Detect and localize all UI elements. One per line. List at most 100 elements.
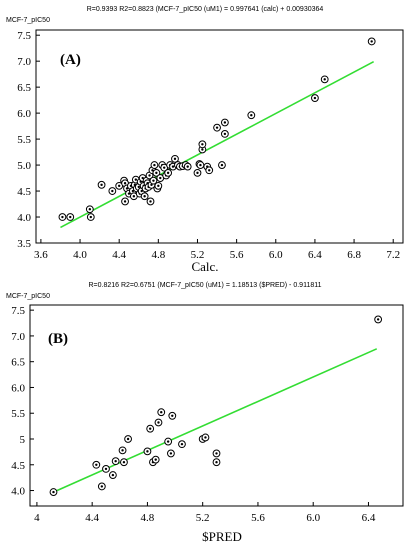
chart-b-data-point — [143, 447, 152, 456]
chart-a-point-dot — [220, 163, 224, 167]
chart-b-data-point — [168, 411, 177, 420]
chart-a-data-point — [196, 161, 205, 169]
chart-a-data-point — [198, 140, 207, 149]
chart-a-data-point — [220, 130, 229, 138]
chart-a-data-point — [108, 187, 117, 195]
chart-a-stats-line: R=0.9393 R2=0.8823 (MCF-7_pIC50 (uM1) = … — [87, 6, 324, 13]
chart-b-x-tick-label: 6.4 — [362, 512, 376, 524]
chart-a-plot: 3.5 4.0 4.5 5.0 5.5 6.0 6.5 7.0 7.5 3.6 4.0 4.4 4.8 5… — [17, 29, 404, 261]
chart-b-y-tick-label: 4.0 — [11, 486, 25, 498]
chart-a-y-tick-label: 5.0 — [17, 160, 31, 172]
chart-b-point-dot — [114, 459, 117, 463]
chart-a-data-point — [320, 75, 329, 84]
chart-b-data-point — [178, 440, 186, 449]
chart-a-point-dot — [123, 182, 127, 185]
chart-a-point-dot — [117, 184, 121, 188]
chart-a-point-dot — [166, 171, 170, 175]
chart-a-point-dot — [223, 121, 227, 124]
chart-b-data-point — [164, 437, 173, 446]
chart-a-y-tick-label: 6.5 — [17, 82, 31, 94]
chart-b-point-dot — [111, 473, 115, 477]
chart-b-data-point — [151, 455, 160, 464]
chart-b-y-tick-label: 7.5 — [11, 305, 25, 317]
chart-a-point-dot — [250, 114, 253, 117]
chart-b-point-dot — [215, 460, 218, 464]
chart-a-data-point — [150, 161, 159, 169]
chart-b-data-point — [146, 424, 155, 433]
chart-a-y-tick-label: 3.5 — [17, 238, 31, 250]
chart-a-fit-line — [60, 60, 375, 229]
chart-a-data-point — [140, 192, 149, 201]
chart-a-point-dot — [370, 40, 373, 43]
chart-b-point-dot — [148, 427, 152, 430]
chart-a-data-point — [220, 118, 229, 127]
chart-a-x-tick-label: 6.8 — [347, 249, 361, 261]
chart-b-data-point — [111, 457, 120, 466]
chart-b-point-dot — [100, 485, 104, 488]
chart-b-point-dot — [122, 460, 126, 464]
chart-a-point-dot — [196, 171, 199, 175]
chart-b-y-tick-label: 6.5 — [11, 357, 25, 369]
chart-a-x-tick-label: 4.4 — [112, 249, 126, 261]
chart-a-data-point — [152, 168, 161, 177]
chart-a-data-point — [193, 168, 202, 177]
chart-a-y-label: MCF-7_pIC50 — [6, 17, 50, 24]
chart-a-data-point — [183, 162, 192, 171]
chart-a-data-point — [86, 213, 95, 221]
chart-a-point-dot — [132, 195, 136, 198]
chart-a-point-dot — [199, 163, 202, 167]
chart-a-point-dot — [69, 215, 72, 219]
chart-b-data-point — [212, 458, 221, 467]
chart-b-point-dot — [169, 452, 173, 455]
chart-b-data-point — [201, 433, 210, 442]
chart-b-data-point — [157, 408, 166, 417]
chart-b-x-tick-label: 4 — [34, 512, 40, 524]
chart-a-point-dot — [89, 215, 93, 219]
chart-a-data-point — [247, 111, 256, 120]
chart-a-data-point — [164, 168, 173, 177]
chart-b-x-tick-label: 4.8 — [141, 512, 155, 524]
chart-b-plot: 4.0 4.5 5 5.5 6.0 6.5 7.0 7.5 4 4.4 4.8 5.2 5.6 6.0 6.… — [11, 304, 404, 524]
chart-a-x-tick-label: 7.2 — [386, 249, 400, 261]
chart-b-x-label: $PRED — [202, 529, 242, 544]
chart-a-data-point — [121, 197, 129, 206]
chart-b-y-tick-label: 7.0 — [11, 331, 25, 343]
chart-b-data-point — [120, 458, 128, 467]
chart-a-point-dot — [323, 78, 326, 81]
chart-b-data-point — [124, 435, 132, 443]
chart-b-y-tick-label: 5.5 — [11, 408, 25, 420]
chart-a-data-point — [97, 180, 106, 189]
chart-a-point-dot — [163, 166, 166, 169]
chart-a-point-dot — [149, 200, 152, 203]
chart-a-x-tick-label: 5.6 — [230, 249, 244, 261]
chart-a-data-point — [66, 213, 75, 221]
chart-a-data-point — [146, 197, 155, 206]
chart-b-point-dot — [154, 458, 157, 461]
chart-b-fit-line — [53, 348, 378, 493]
chart-a-data-point — [58, 213, 67, 221]
chart-b-y-label: MCF-7_pIC50 — [6, 293, 50, 300]
chart-b-point-dot — [52, 490, 55, 494]
chart-b-x-tick-label: 4.4 — [85, 512, 99, 524]
chart-a-point-dot — [155, 171, 158, 175]
chart-a-x-tick-label: 6.0 — [269, 249, 283, 261]
chart-a-x-tick-label: 3.6 — [34, 249, 48, 261]
chart-b-panel-label: (B) — [48, 331, 68, 347]
chart-b-point-dot — [160, 411, 163, 414]
chart-a-point-dot — [152, 179, 155, 182]
chart-b-point-dot — [180, 442, 184, 446]
chart-a-point-dot — [153, 163, 156, 167]
chart-a-point-dot — [134, 178, 138, 181]
chart-a-data-point — [149, 176, 158, 185]
chart-b-data-point — [49, 488, 58, 496]
chart-a-point-dot — [111, 189, 114, 193]
chart-a-point-dot — [61, 215, 64, 219]
chart-a-data-point — [367, 37, 376, 46]
chart-a-point-dot — [186, 165, 189, 168]
chart-a-point-dot — [157, 184, 160, 188]
chart-a-y-tick-label: 4.5 — [17, 186, 31, 198]
chart-b-data-point — [108, 471, 117, 479]
chart-b-y-tick-label: 6.0 — [11, 382, 25, 394]
chart-a-point-dot — [137, 185, 140, 189]
